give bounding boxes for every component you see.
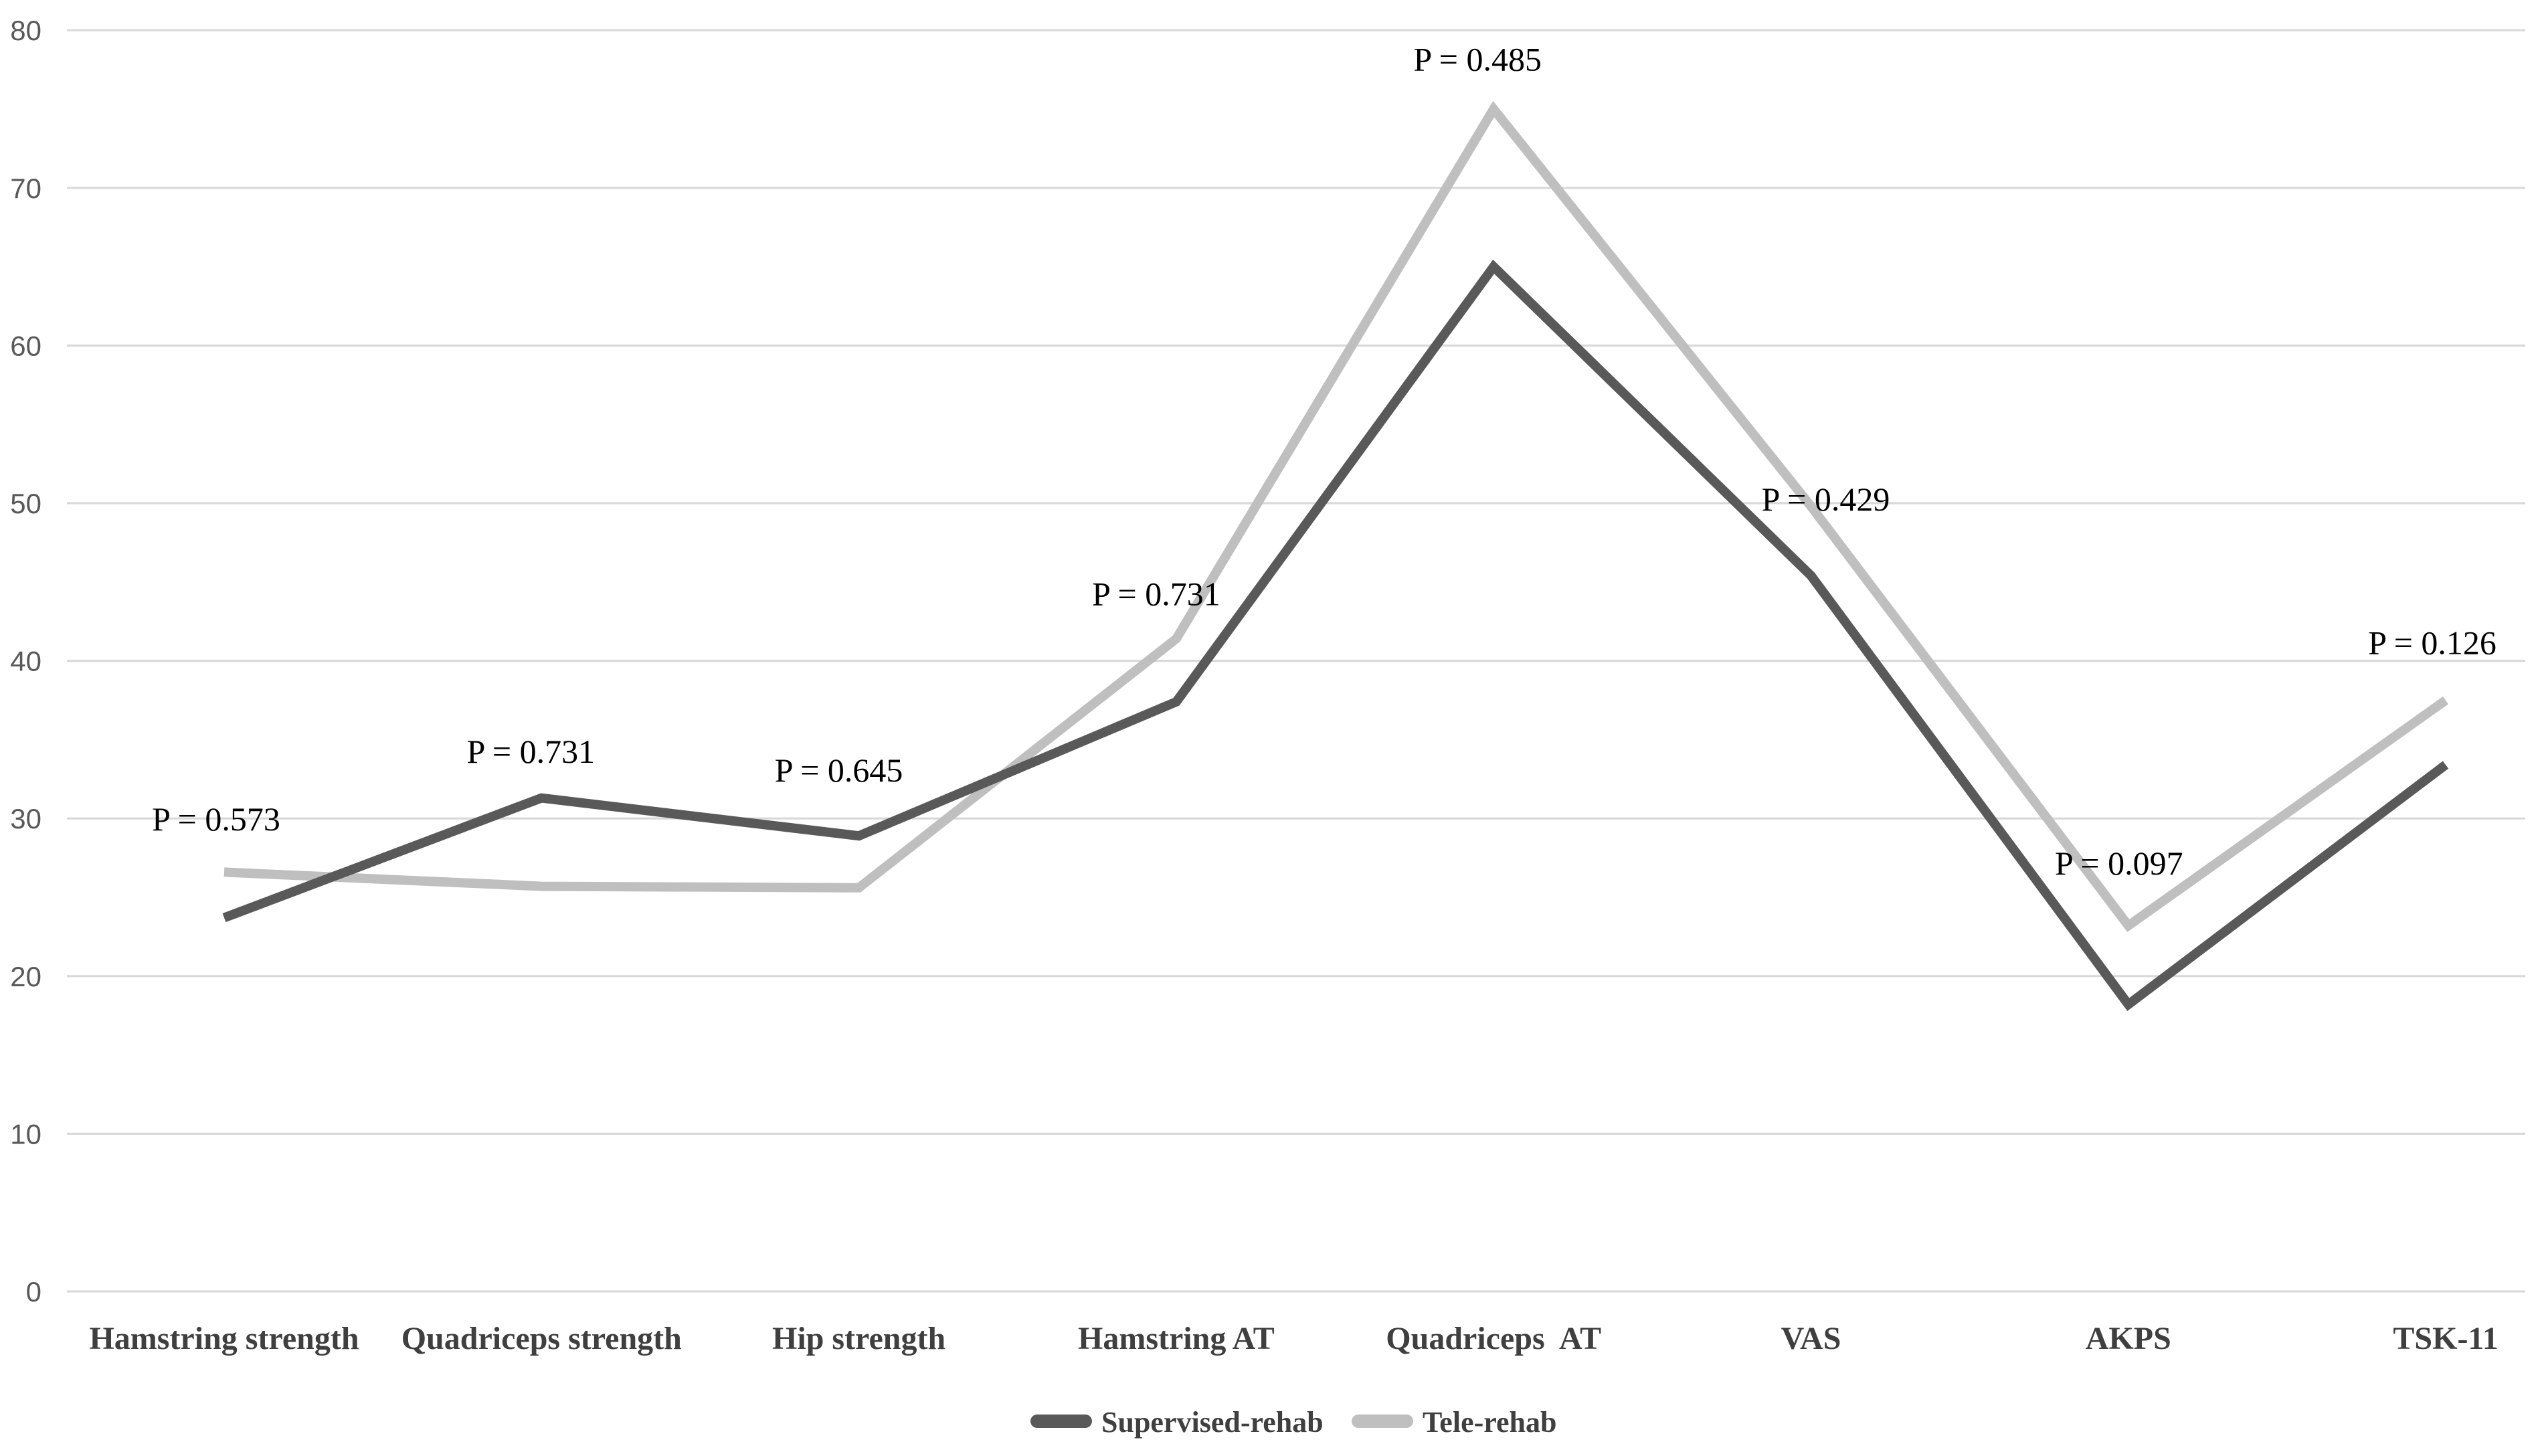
category-label-quadriceps-strength: Quadriceps strength: [401, 1321, 682, 1356]
y-tick-label-10: 10: [10, 1118, 41, 1150]
y-axis-tick-labels: 0 10 20 30 40 50 60 70 80: [10, 15, 41, 1307]
series-line-supervised-rehab: [222, 259, 2449, 1012]
y-tick-label-70: 70: [10, 173, 41, 204]
p-value-label-vas: P = 0.429: [1762, 480, 1890, 518]
category-label-hamstring-strength: Hamstring strength: [89, 1321, 359, 1356]
category-label-quadriceps-at: Quadriceps AT: [1386, 1321, 1601, 1356]
y-tick-label-80: 80: [10, 15, 41, 46]
y-tick-label-20: 20: [10, 961, 41, 992]
series-line-tele-rehab: [223, 100, 2449, 933]
y-tick-label-60: 60: [10, 330, 41, 361]
p-value-label-hamstring-strength: P = 0.573: [152, 800, 280, 838]
legend: Supervised-rehab Tele-rehab: [1030, 1406, 1556, 1439]
category-label-hip-strength: Hip strength: [772, 1321, 945, 1356]
category-label-hamstring-at: Hamstring AT: [1078, 1321, 1275, 1356]
legend-label-supervised-rehab: Supervised-rehab: [1101, 1406, 1324, 1439]
gridlines-group: [67, 29, 2525, 1293]
legend-label-tele-rehab: Tele-rehab: [1423, 1406, 1556, 1439]
legend-swatch-supervised-rehab: [1030, 1415, 1092, 1428]
y-tick-label-0: 0: [26, 1276, 41, 1307]
p-value-label-akps: P = 0.097: [2055, 844, 2183, 882]
p-value-label-tsk-11: P = 0.126: [2368, 624, 2496, 661]
p-value-label-hip-strength: P = 0.645: [775, 751, 903, 789]
category-label-vas: VAS: [1781, 1321, 1841, 1356]
legend-swatch-tele-rehab: [1352, 1415, 1413, 1428]
y-tick-label-30: 30: [10, 803, 41, 834]
category-label-tsk-11: TSK-11: [2393, 1321, 2498, 1356]
p-value-label-hamstring-at: P = 0.731: [1092, 575, 1220, 612]
p-value-labels-group: P = 0.573 P = 0.731 P = 0.645 P = 0.731 P = …: [152, 41, 2496, 883]
y-tick-label-50: 50: [10, 488, 41, 519]
p-value-label-quadriceps-strength: P = 0.731: [466, 733, 595, 770]
category-label-akps: AKPS: [2086, 1321, 2171, 1356]
x-axis-category-labels: Hamstring strength Quadriceps strength Hip…: [89, 1321, 2498, 1356]
y-tick-label-40: 40: [10, 646, 41, 677]
p-value-label-quadriceps-at: P = 0.485: [1413, 41, 1542, 78]
series-lines-group: [222, 100, 2449, 1012]
